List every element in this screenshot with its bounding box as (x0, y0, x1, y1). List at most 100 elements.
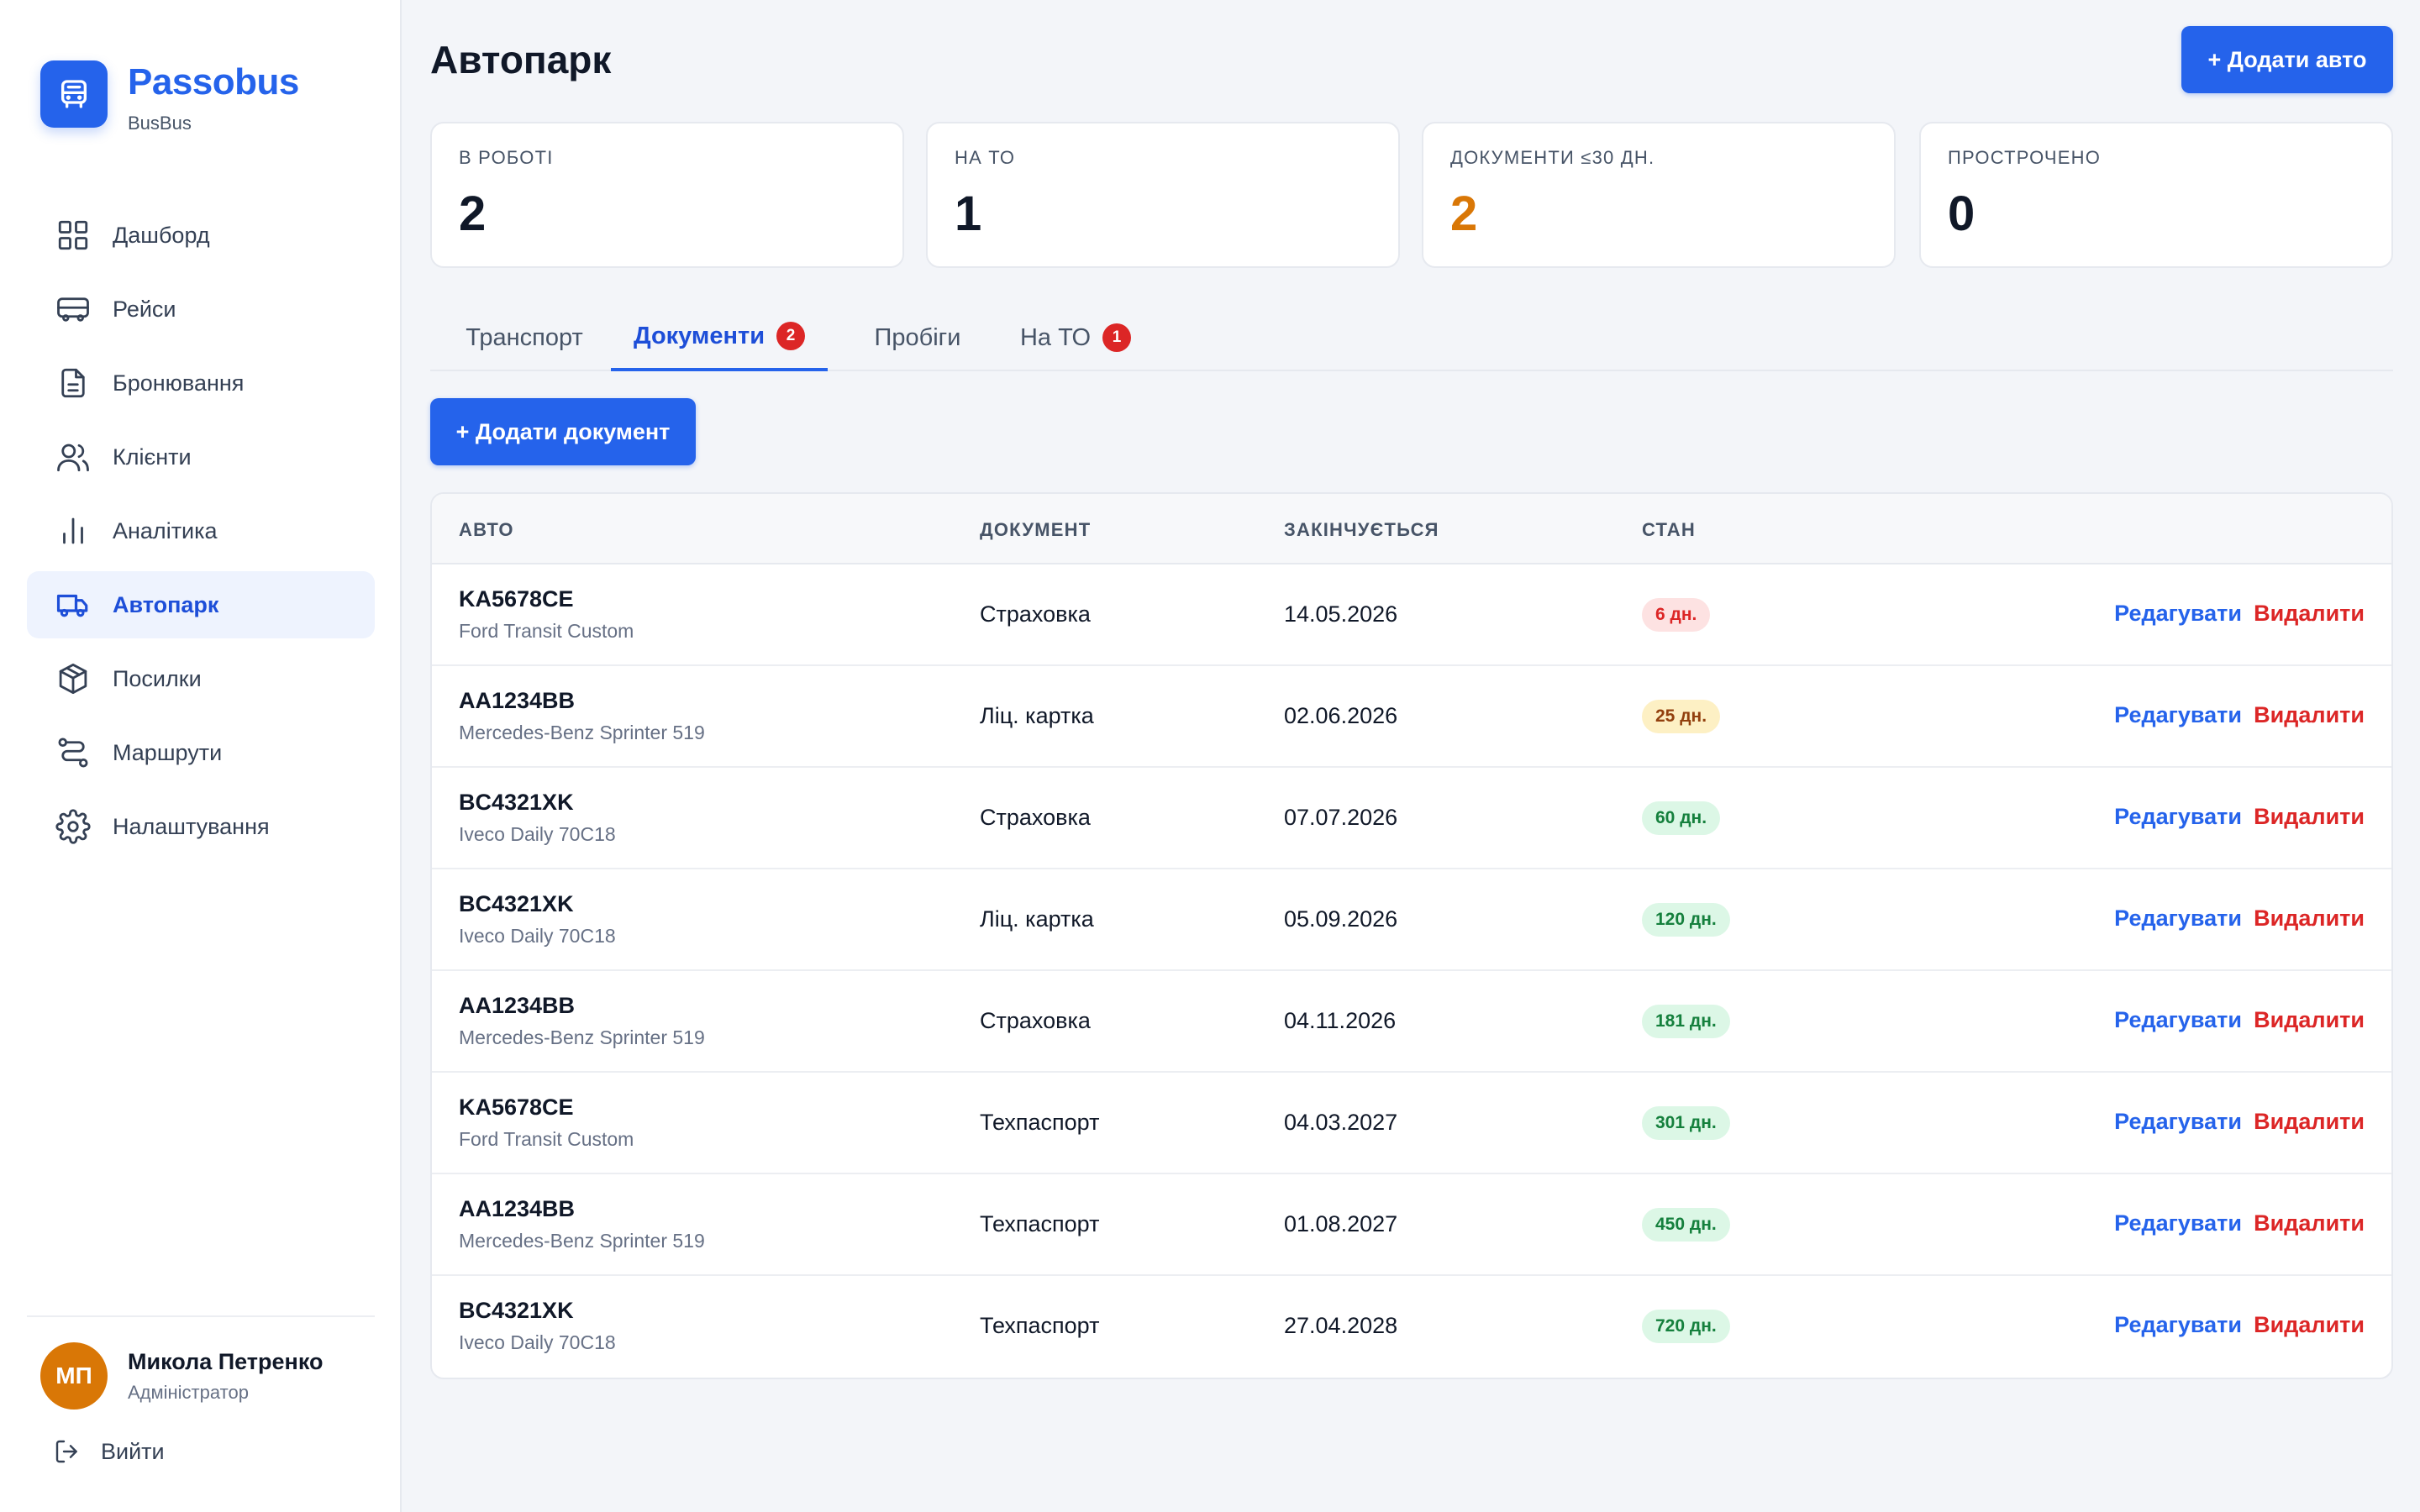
sidebar-item-fleet[interactable]: Автопарк (27, 571, 375, 638)
tab-label: Транспорт (466, 323, 583, 351)
sidebar-item-trips[interactable]: Рейси (27, 276, 375, 343)
logout-icon (55, 1440, 77, 1463)
sidebar-item-label: Клієнти (113, 444, 192, 470)
bus-icon (57, 297, 89, 322)
sidebar-item-bookings[interactable]: Бронювання (27, 349, 375, 417)
table-row: BC4321XK Iveco Daily 70C18 Техпаспорт 27.04… (432, 1276, 2391, 1378)
add-car-button[interactable]: + Додати авто (2181, 26, 2393, 93)
sidebar-item-clients[interactable]: Клієнти (27, 423, 375, 491)
delete-button[interactable]: Видалити (2254, 804, 2365, 829)
grid-icon (58, 220, 88, 250)
document-type: Техпаспорт (980, 1313, 1100, 1338)
table-header: АВТО ДОКУМЕНТ ЗАКІНЧУЄТЬСЯ СТАН (432, 494, 2391, 564)
column-header-status: СТАН (1642, 519, 1696, 540)
brand-subtitle: BusBus (128, 113, 192, 134)
expiry-date: 04.11.2026 (1284, 1008, 1397, 1033)
sidebar-item-label: Посилки (113, 665, 202, 691)
sidebar-item-analytics[interactable]: Аналітика (27, 497, 375, 564)
brand[interactable]: Passobus BusBus (40, 60, 299, 134)
delete-button[interactable]: Видалити (2254, 1109, 2365, 1134)
stat-card-overdue: ПРОСТРОЧЕНО 0 (1919, 122, 2393, 268)
column-header-expires: ЗАКІНЧУЄТЬСЯ (1284, 519, 1439, 540)
delete-button[interactable]: Видалити (2254, 601, 2365, 626)
car-plate: KA5678CE (459, 1095, 574, 1120)
tab-maintenance[interactable]: На ТО 1 (1007, 304, 1144, 371)
avatar: МП (40, 1342, 108, 1410)
edit-button[interactable]: Редагувати (2114, 601, 2242, 626)
status-badge: 181 дн. (1642, 1005, 1730, 1038)
logout-button[interactable]: Вийти (54, 1438, 165, 1465)
page-title: Автопарк (430, 38, 612, 81)
tab-transport[interactable]: Транспорт (455, 304, 593, 371)
tab-label: На ТО (1019, 323, 1092, 351)
status-badge: 60 дн. (1642, 801, 1721, 835)
tab-documents[interactable]: Документи 2 (611, 304, 828, 371)
column-header-document: ДОКУМЕНТ (980, 519, 1092, 540)
stat-value: 2 (1450, 186, 1478, 241)
car-model: Iveco Daily 70C18 (459, 925, 616, 947)
status-badge: 301 дн. (1642, 1106, 1730, 1140)
tab-bar: Транспорт Документи 2 Пробіги На ТО 1 (430, 304, 2393, 371)
sidebar-item-routes[interactable]: Маршрути (27, 719, 375, 786)
edit-button[interactable]: Редагувати (2114, 1007, 2242, 1032)
edit-button[interactable]: Редагувати (2114, 1210, 2242, 1236)
delete-button[interactable]: Видалити (2254, 702, 2365, 727)
stat-card-in-service: В РОБОТІ 2 (430, 122, 904, 268)
tab-badge: 1 (1102, 323, 1132, 352)
gear-icon (55, 809, 91, 844)
user-name: Микола Петренко (128, 1348, 324, 1374)
tab-badge: 2 (776, 322, 806, 350)
table-row: AA1234BB Mercedes-Benz Sprinter 519 Техпас… (432, 1174, 2391, 1276)
edit-button[interactable]: Редагувати (2114, 1109, 2242, 1134)
car-plate: AA1234BB (459, 993, 576, 1018)
user-profile[interactable]: МП Микола Петренко Адміністратор (40, 1342, 324, 1410)
car-model: Iveco Daily 70C18 (459, 823, 616, 845)
expiry-date: 05.09.2026 (1284, 906, 1398, 932)
stat-label: ПРОСТРОЧЕНО (1948, 147, 2102, 168)
expiry-date: 01.08.2027 (1284, 1211, 1398, 1236)
edit-button[interactable]: Редагувати (2114, 702, 2242, 727)
expiry-date: 07.07.2026 (1284, 805, 1398, 830)
car-plate: BC4321XK (459, 891, 574, 916)
stat-value: 1 (955, 186, 982, 241)
sidebar-item-parcels[interactable]: Посилки (27, 645, 375, 712)
column-header-car: АВТО (459, 519, 514, 540)
delete-button[interactable]: Видалити (2254, 906, 2365, 931)
car-model: Mercedes-Benz Sprinter 519 (459, 722, 705, 743)
stat-value: 0 (1948, 186, 1975, 241)
car-plate: BC4321XK (459, 790, 574, 815)
edit-button[interactable]: Редагувати (2114, 906, 2242, 931)
sidebar-item-label: Бронювання (113, 370, 245, 396)
tab-mileage[interactable]: Пробіги (849, 304, 986, 371)
table-row: AA1234BB Mercedes-Benz Sprinter 519 Ліц. к… (432, 666, 2391, 768)
table-row: KA5678CE Ford Transit Custom Страховка 14.0… (432, 564, 2391, 666)
sidebar-item-settings[interactable]: Налаштування (27, 793, 375, 860)
package-icon (59, 663, 87, 695)
car-model: Ford Transit Custom (459, 1128, 634, 1150)
stat-card-documents-expiring: ДОКУМЕНТИ ≤30 ДН. 2 (1422, 122, 1896, 268)
sidebar-item-label: Налаштування (113, 813, 270, 839)
sidebar-item-label: Автопарк (113, 591, 219, 617)
sidebar-item-label: Дашборд (113, 222, 210, 248)
delete-button[interactable]: Видалити (2254, 1210, 2365, 1236)
document-type: Ліц. картка (980, 703, 1094, 728)
tab-label: Пробіги (874, 323, 961, 351)
edit-button[interactable]: Редагувати (2114, 804, 2242, 829)
stat-label: НА ТО (955, 147, 1016, 168)
tab-label: Документи (633, 322, 765, 349)
sidebar-nav: Дашборд Рейси Бронювання Клієнти (27, 202, 375, 867)
delete-button[interactable]: Видалити (2254, 1312, 2365, 1337)
sidebar-item-dashboard[interactable]: Дашборд (27, 202, 375, 269)
stat-label: ДОКУМЕНТИ ≤30 ДН. (1450, 147, 1655, 168)
logout-label: Вийти (101, 1438, 165, 1464)
status-badge: 720 дн. (1642, 1310, 1730, 1343)
bus-icon (40, 60, 108, 128)
stat-card-maintenance: НА ТО 1 (926, 122, 1400, 268)
truck-icon (56, 594, 88, 617)
edit-button[interactable]: Редагувати (2114, 1312, 2242, 1337)
route-icon (58, 738, 88, 768)
delete-button[interactable]: Видалити (2254, 1007, 2365, 1032)
add-document-button[interactable]: + Додати документ (430, 398, 696, 465)
document-type: Техпаспорт (980, 1211, 1100, 1236)
status-badge: 25 дн. (1642, 700, 1721, 733)
